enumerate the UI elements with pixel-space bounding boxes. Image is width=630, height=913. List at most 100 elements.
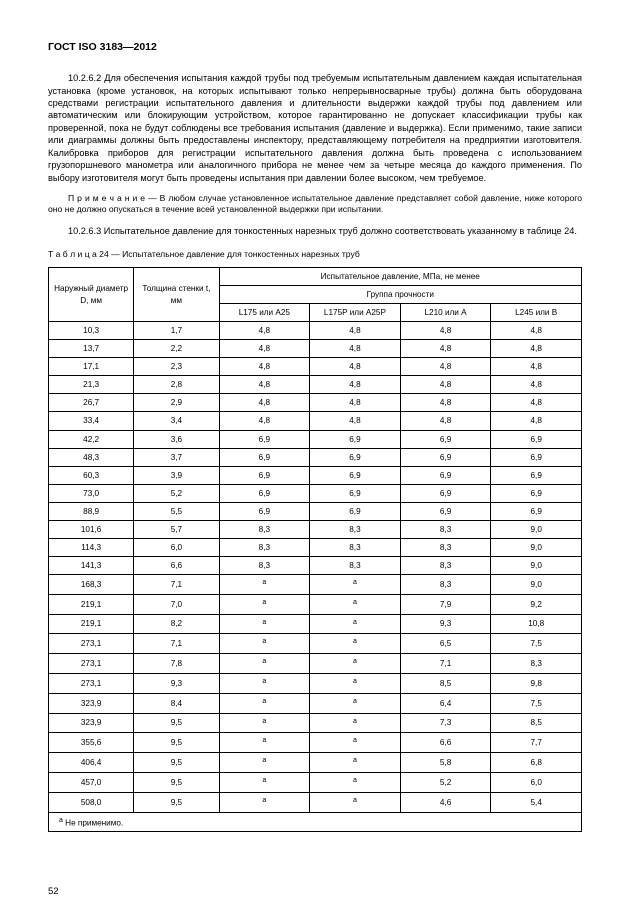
- note-label: П р и м е ч а н и е: [68, 193, 145, 203]
- cell-value: 8,3: [310, 538, 401, 556]
- cell-diameter: 48,3: [49, 448, 134, 466]
- cell-value: 4,8: [400, 376, 491, 394]
- cell-diameter: 60,3: [49, 466, 134, 484]
- table-caption-body: — Испытательное давление для тонкостенны…: [109, 249, 360, 259]
- cell-value: 8,5: [400, 674, 491, 694]
- cell-diameter: 26,7: [49, 394, 134, 412]
- cell-value: 6,9: [400, 448, 491, 466]
- cell-value: a: [219, 772, 310, 792]
- cell-value: 4,8: [219, 358, 310, 376]
- table-row: 21,32,84,84,84,84,8: [49, 376, 582, 394]
- cell-value: a: [310, 792, 401, 812]
- cell-value: 6,0: [491, 772, 582, 792]
- cell-value: 6,9: [310, 430, 401, 448]
- cell-value: a: [310, 772, 401, 792]
- table-row: 323,99,5aa7,38,5: [49, 713, 582, 733]
- cell-value: 8,3: [310, 556, 401, 574]
- cell-value: a: [310, 674, 401, 694]
- cell-value: 8,3: [219, 520, 310, 538]
- cell-value: 6,9: [219, 448, 310, 466]
- cell-thickness: 3,4: [134, 412, 219, 430]
- cell-value: 6,9: [310, 484, 401, 502]
- table-row: 10,31,74,84,84,84,8: [49, 322, 582, 340]
- table-row: 168,37,1aa8,39,0: [49, 575, 582, 595]
- cell-value: a: [310, 614, 401, 634]
- col-header-group-2: L210 или A: [400, 304, 491, 322]
- cell-value: a: [310, 733, 401, 753]
- cell-diameter: 273,1: [49, 634, 134, 654]
- cell-diameter: 273,1: [49, 654, 134, 674]
- cell-value: a: [219, 674, 310, 694]
- col-header-group: Группа прочности: [219, 286, 581, 304]
- cell-thickness: 7,0: [134, 594, 219, 614]
- table-head: Наружный диаметр D, мм Толщина стенки t,…: [49, 267, 582, 321]
- cell-thickness: 3,9: [134, 466, 219, 484]
- cell-value: 4,8: [310, 340, 401, 358]
- cell-value: 4,8: [400, 412, 491, 430]
- cell-thickness: 5,5: [134, 502, 219, 520]
- cell-value: a: [219, 654, 310, 674]
- cell-thickness: 7,1: [134, 575, 219, 595]
- page-number: 52: [48, 886, 59, 899]
- table-row: 323,98,4aa6,47,5: [49, 693, 582, 713]
- cell-value: a: [219, 753, 310, 773]
- cell-value: 6,9: [491, 430, 582, 448]
- cell-value: 4,8: [310, 394, 401, 412]
- table-row: 457,09,5aa5,26,0: [49, 772, 582, 792]
- cell-value: 4,8: [219, 340, 310, 358]
- cell-value: 7,5: [491, 693, 582, 713]
- paragraph-10-2-6-3: 10.2.6.3 Испытательное давление для тонк…: [48, 225, 582, 237]
- cell-value: a: [310, 713, 401, 733]
- cell-diameter: 141,3: [49, 556, 134, 574]
- document-header: ГОСТ ISO 3183—2012: [48, 40, 582, 54]
- cell-value: 6,9: [310, 448, 401, 466]
- cell-value: 6,9: [310, 502, 401, 520]
- cell-thickness: 9,5: [134, 733, 219, 753]
- cell-value: 4,8: [400, 322, 491, 340]
- cell-value: 8,3: [491, 654, 582, 674]
- col-header-pressure: Испытательное давление, МПа, не менее: [219, 267, 581, 285]
- cell-thickness: 1,7: [134, 322, 219, 340]
- cell-value: 7,5: [491, 634, 582, 654]
- cell-value: 8,5: [491, 713, 582, 733]
- cell-diameter: 508,0: [49, 792, 134, 812]
- cell-value: 6,9: [491, 484, 582, 502]
- cell-value: 9,0: [491, 556, 582, 574]
- cell-value: 8,3: [310, 520, 401, 538]
- table-row: 219,17,0aa7,99,2: [49, 594, 582, 614]
- cell-thickness: 6,0: [134, 538, 219, 556]
- table-row: 406,49,5aa5,86,8: [49, 753, 582, 773]
- cell-diameter: 114,3: [49, 538, 134, 556]
- cell-value: 8,3: [400, 538, 491, 556]
- cell-thickness: 9,5: [134, 772, 219, 792]
- cell-thickness: 5,2: [134, 484, 219, 502]
- table-caption: Т а б л и ц а 24 — Испытательное давлени…: [48, 249, 582, 261]
- table-row: 273,19,3aa8,59,8: [49, 674, 582, 694]
- cell-value: 8,3: [400, 520, 491, 538]
- cell-value: 9,0: [491, 520, 582, 538]
- cell-value: 6,9: [310, 466, 401, 484]
- table-row: 141,36,68,38,38,39,0: [49, 556, 582, 574]
- cell-value: 4,8: [310, 322, 401, 340]
- cell-value: 4,8: [400, 340, 491, 358]
- cell-diameter: 21,3: [49, 376, 134, 394]
- col-header-group-1: L175P или A25P: [310, 304, 401, 322]
- table-row: 73,05,26,96,96,96,9: [49, 484, 582, 502]
- cell-value: a: [219, 792, 310, 812]
- cell-diameter: 10,3: [49, 322, 134, 340]
- cell-thickness: 7,8: [134, 654, 219, 674]
- cell-value: 7,7: [491, 733, 582, 753]
- pressure-table: Наружный диаметр D, мм Толщина стенки t,…: [48, 267, 582, 832]
- cell-value: 4,8: [491, 412, 582, 430]
- table-row: 42,23,66,96,96,96,9: [49, 430, 582, 448]
- cell-diameter: 457,0: [49, 772, 134, 792]
- table-row: 114,36,08,38,38,39,0: [49, 538, 582, 556]
- cell-value: 4,8: [491, 376, 582, 394]
- cell-diameter: 17,1: [49, 358, 134, 376]
- cell-value: a: [219, 614, 310, 634]
- cell-thickness: 2,2: [134, 340, 219, 358]
- cell-value: 6,9: [491, 448, 582, 466]
- cell-diameter: 33,4: [49, 412, 134, 430]
- cell-value: 5,4: [491, 792, 582, 812]
- table-row: 101,65,78,38,38,39,0: [49, 520, 582, 538]
